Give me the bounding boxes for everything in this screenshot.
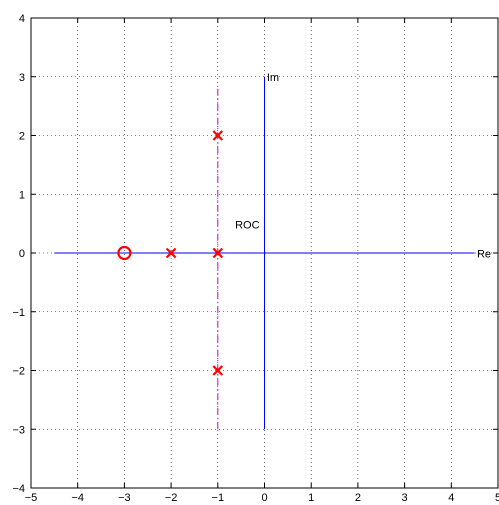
annotation-roc: ROC [235,219,259,231]
annotation-im: Im [267,72,279,84]
y-tick-label: 0 [19,248,25,260]
pole-marker-stroke [165,247,177,259]
x-tick-label: −1 [212,492,225,504]
x-tick-label: 0 [261,492,267,504]
x-tick-label: −2 [165,492,178,504]
x-tick-label: 2 [355,492,361,504]
x-tick-label: 3 [402,492,408,504]
pole-marker-stroke [212,247,224,259]
annotations: Im Re ROC [235,72,491,261]
pole-marker-stroke [212,365,224,376]
pole-zero-markers [117,130,224,376]
y-tick-label: 4 [19,13,25,25]
annotation-re: Re [477,249,491,261]
y-tick-label: −2 [12,366,25,378]
pole-marker [212,365,224,376]
x-tick-label: −5 [25,492,38,504]
y-tick-label: −1 [12,307,25,319]
pole-marker [165,247,177,259]
x-tick-label: −3 [118,492,131,504]
y-tick-label: 2 [19,131,25,143]
y-tick-label: −3 [12,424,25,436]
x-tick-label: 4 [448,492,454,504]
y-tick-label: −4 [12,483,25,495]
pole-marker [212,247,224,259]
pole-marker [212,130,224,141]
x-tick-label: 1 [308,492,314,504]
y-tick-label: 1 [19,189,25,201]
y-tick-label: 3 [19,72,25,84]
x-tick-label: 5 [495,492,499,504]
pole-marker-stroke [212,130,224,141]
plot-lines [54,76,475,430]
x-tick-label: −4 [71,492,84,504]
zero-marker [117,245,132,261]
